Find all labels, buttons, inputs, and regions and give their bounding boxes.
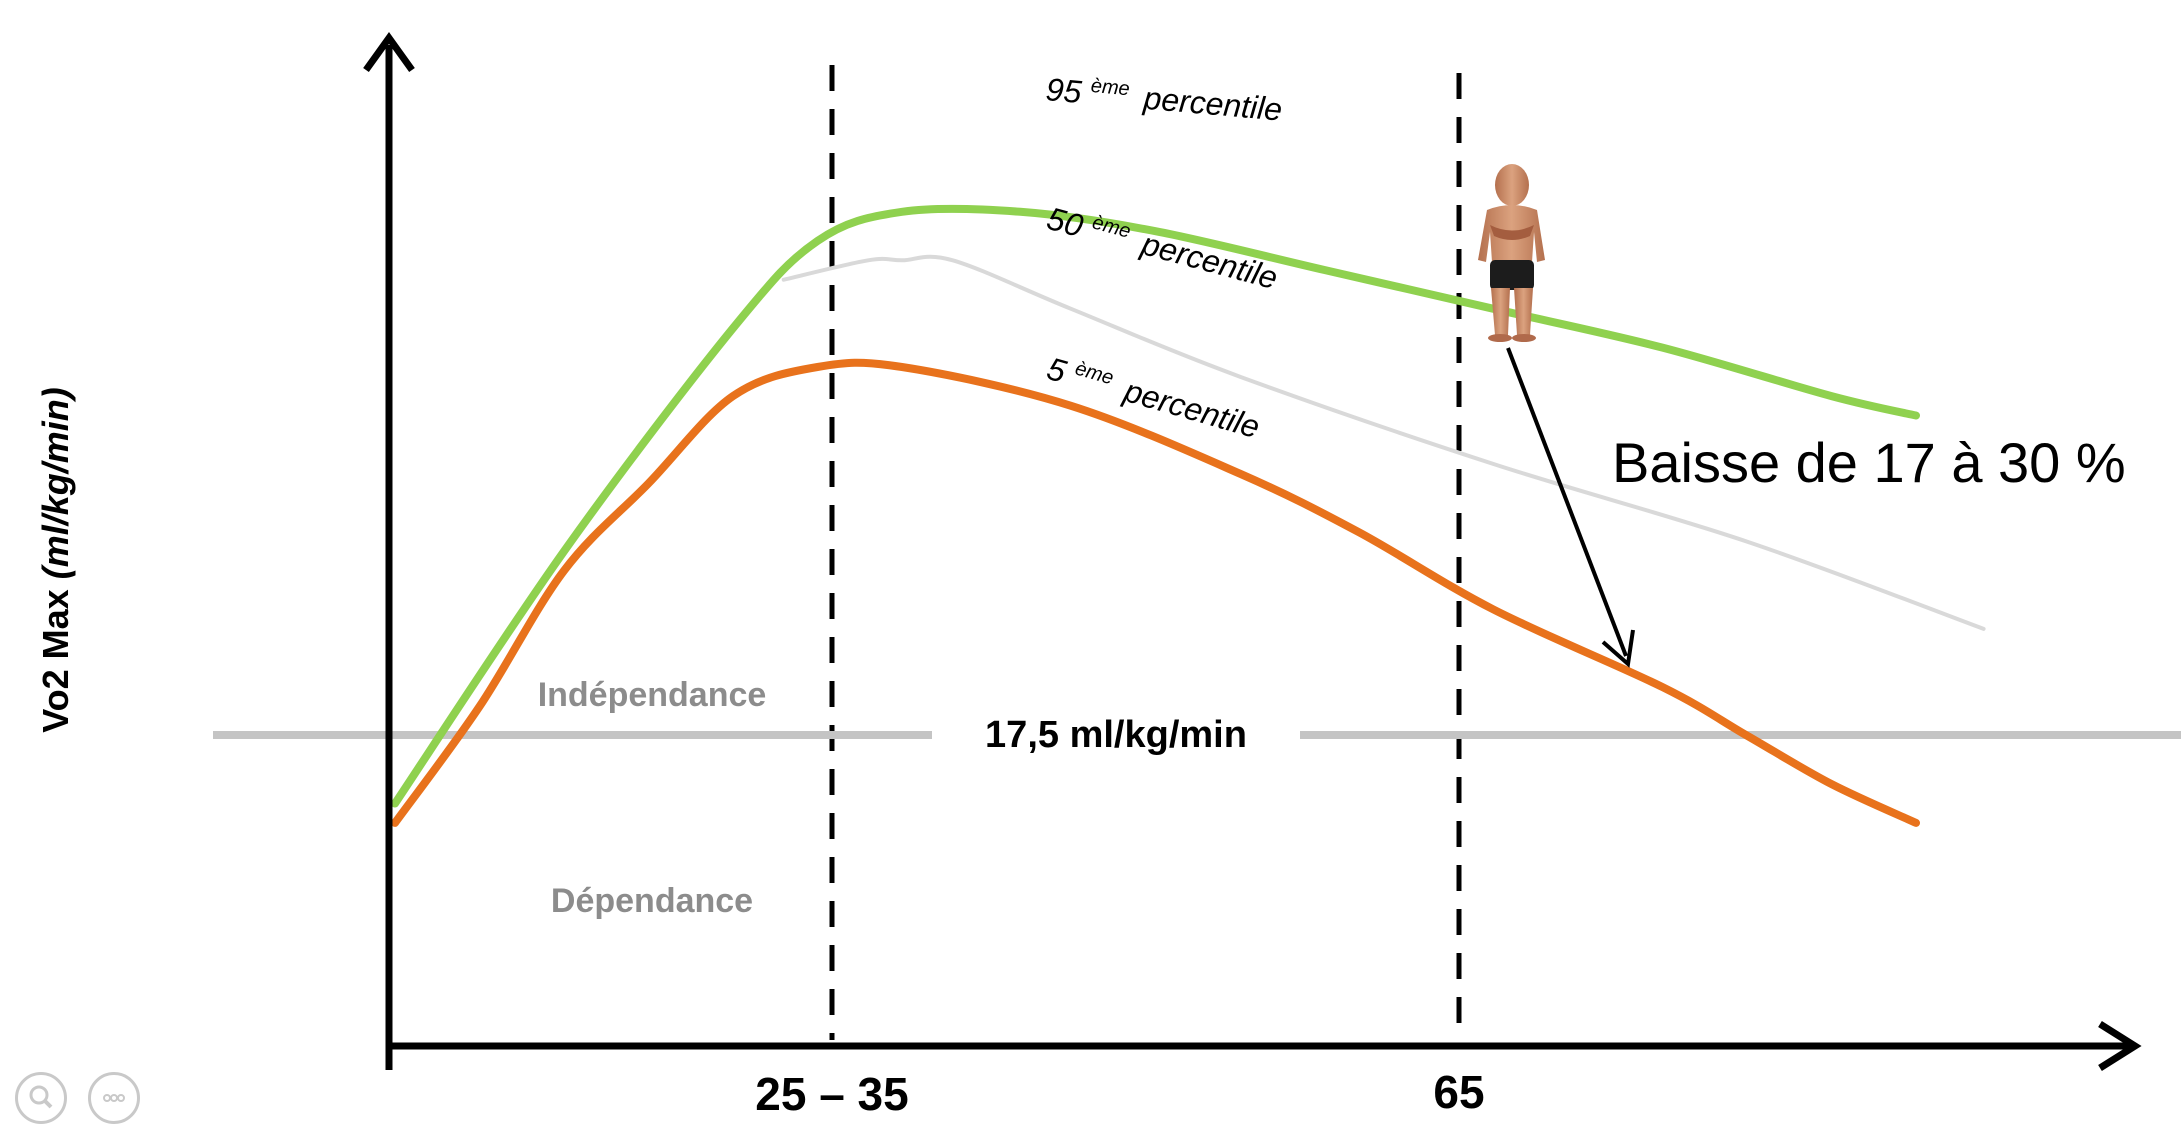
label-5-number: 5 <box>1043 350 1070 390</box>
decline-arrow-head <box>1601 629 1635 668</box>
man-figure-icon <box>1478 164 1545 342</box>
y-axis-label: Vo2 Max (ml/kg/min) <box>35 387 76 732</box>
search-icon <box>29 1085 53 1109</box>
label-95-sup: ème <box>1090 75 1131 100</box>
zoom-button[interactable] <box>15 1072 67 1124</box>
series-layer <box>391 204 1986 827</box>
label-5-percentile: 5 ème percentile <box>1043 339 1267 446</box>
y-axis-label-unit: (ml/kg/min) <box>35 387 76 579</box>
decline-annotation: Baisse de 17 à 30 % <box>1612 431 2126 494</box>
x-tick-65: 65 <box>1433 1066 1484 1116</box>
y-axis-arrowhead <box>363 32 415 73</box>
series-line-5-percentile <box>391 358 1920 827</box>
label-5-sup: ème <box>1073 357 1116 389</box>
series-line-95-percentile <box>391 204 1920 808</box>
label-50-number: 50 <box>1043 200 1087 244</box>
label-50-percentile: 50 ème percentile <box>1043 188 1284 296</box>
series-line-50-percentile <box>781 254 1986 631</box>
decline-arrow-shaft <box>1506 347 1628 657</box>
zone-label-independance: Indépendance <box>538 676 767 714</box>
x-axis-arrowhead <box>2098 1021 2142 1071</box>
more-icon <box>103 1094 125 1102</box>
label-50-sup: ème <box>1090 212 1133 243</box>
label-95-percentile: 95 ème percentile <box>1044 59 1284 127</box>
zone-label-dependance: Dépendance <box>551 882 753 920</box>
label-50-word: percentile <box>1137 225 1281 296</box>
more-button[interactable] <box>88 1072 140 1124</box>
threshold-label: 17,5 ml/kg/min <box>985 714 1247 756</box>
label-95-word: percentile <box>1141 80 1283 128</box>
label-95-number: 95 <box>1044 71 1083 110</box>
y-axis-label-main: Vo2 Max <box>35 589 76 732</box>
x-tick-25-35: 25 – 35 <box>755 1068 908 1116</box>
